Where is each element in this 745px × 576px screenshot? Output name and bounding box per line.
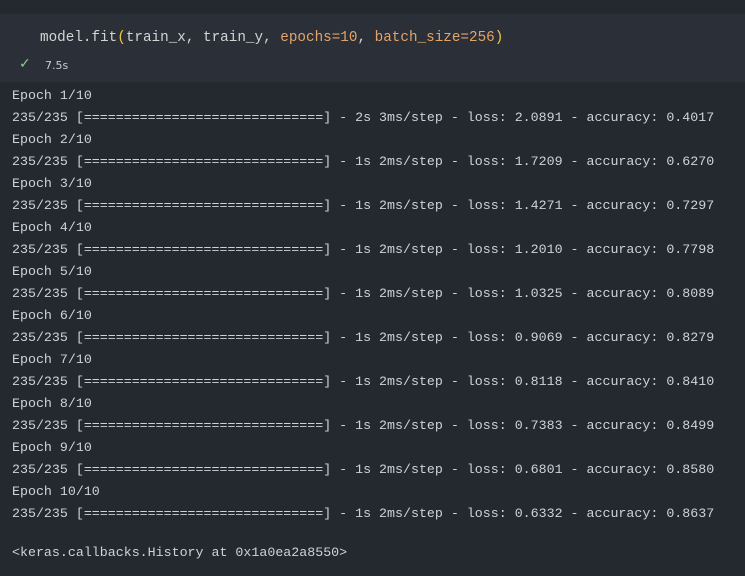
code: model.fit(train_x, train_y, epochs=10, b… [40,28,503,48]
code-token: model.fit [40,30,118,46]
output-line: Epoch 1/10 [12,88,92,103]
output-line: Epoch 2/10 [12,132,92,147]
code-token: epochs=10 [280,30,358,46]
output-line: Epoch 6/10 [12,308,92,323]
code-token: ( [117,30,126,46]
status-icon: ✓ [19,56,31,72]
output-line: 235/235 [==============================]… [12,242,715,257]
output-line: 235/235 [==============================]… [12,198,715,213]
output-line: Epoch 8/10 [12,396,92,411]
output-line: Epoch 10/10 [12,484,100,499]
output: Epoch 1/10 235/235 [=====================… [12,85,714,525]
output-line: 235/235 [==============================]… [12,330,715,345]
output-line: 235/235 [==============================]… [12,418,715,433]
code-token: batch_size=256 [374,30,495,46]
output-line: Epoch 9/10 [12,440,92,455]
output-line: 235/235 [==============================]… [12,374,715,389]
output-line: 235/235 [==============================]… [12,286,715,301]
code-token: train_x, train_y, [125,30,281,46]
output-line: Epoch 3/10 [12,176,92,191]
output-line: 235/235 [==============================]… [12,506,715,521]
code-token: ) [494,30,504,46]
output-line: Epoch 7/10 [12,352,92,367]
output-line: 235/235 [==============================]… [12,462,715,477]
output-line: Epoch 4/10 [12,220,92,235]
result: <keras.callbacks.History at 0x1a0ea2a855… [12,545,348,560]
output-line: Epoch 5/10 [12,264,92,279]
output-line: 235/235 [==============================]… [12,110,715,125]
code-token: , [357,30,375,46]
output-line: 235/235 [==============================]… [12,154,715,169]
exec-time: 7.5s [45,59,69,72]
code-cell[interactable]: model.fit(train_x, train_y, epochs=10, b… [0,14,745,82]
